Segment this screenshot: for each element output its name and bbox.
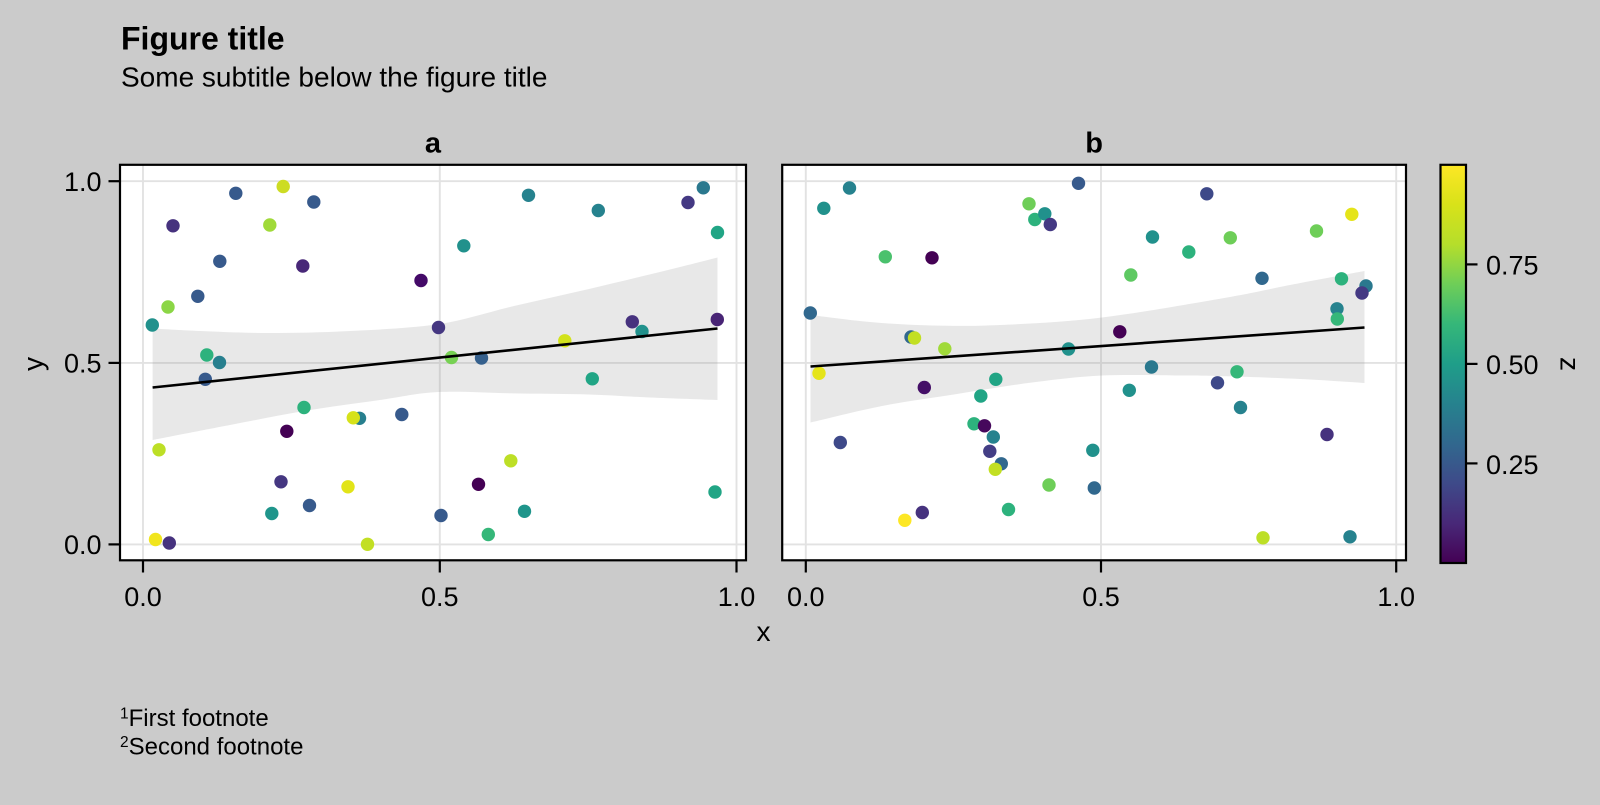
svg-text:0.25: 0.25	[1486, 450, 1539, 480]
svg-text:Figure title: Figure title	[121, 21, 285, 57]
svg-text:y: y	[18, 357, 49, 371]
svg-text:0.5: 0.5	[1082, 582, 1120, 612]
svg-text:x: x	[757, 616, 771, 647]
svg-text:0.0: 0.0	[124, 582, 162, 612]
svg-text:b: b	[1085, 128, 1103, 160]
svg-text:2Second footnote: 2Second footnote	[120, 733, 303, 760]
svg-text:Some subtitle below the figure: Some subtitle below the figure title	[121, 62, 547, 93]
svg-text:1.0: 1.0	[64, 167, 102, 197]
svg-text:1.0: 1.0	[718, 582, 756, 612]
svg-text:1First footnote: 1First footnote	[120, 705, 269, 732]
svg-text:0.0: 0.0	[64, 530, 102, 560]
svg-text:0.50: 0.50	[1486, 350, 1539, 380]
svg-text:0.75: 0.75	[1486, 251, 1539, 281]
svg-text:0.5: 0.5	[64, 349, 102, 379]
svg-text:0.0: 0.0	[787, 582, 825, 612]
svg-text:a: a	[425, 128, 442, 160]
svg-text:0.5: 0.5	[421, 582, 459, 612]
svg-text:1.0: 1.0	[1377, 582, 1415, 612]
svg-text:z: z	[1554, 357, 1585, 371]
